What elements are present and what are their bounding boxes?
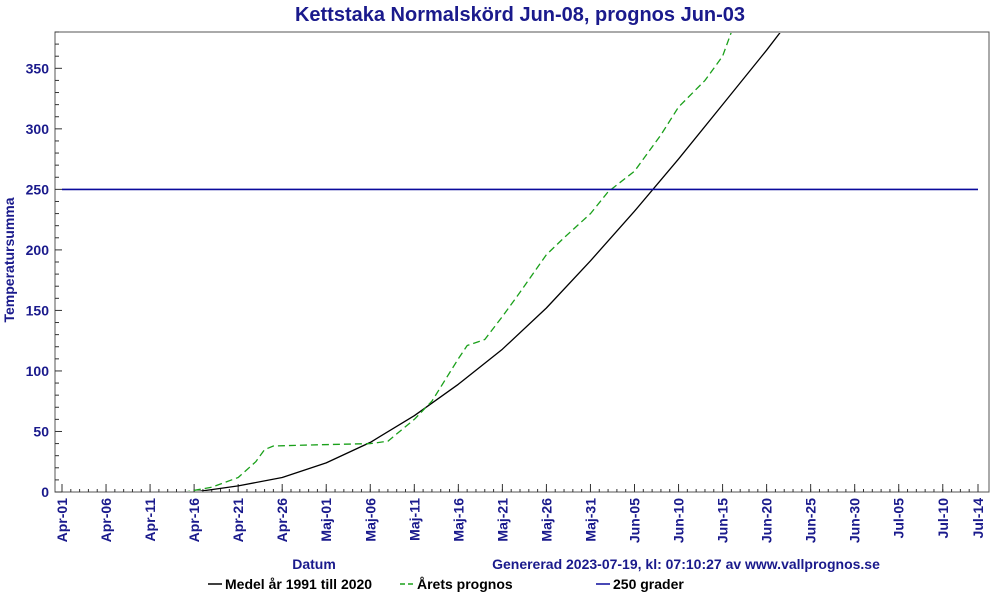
x-tick-label: Apr-21 [230, 498, 246, 543]
legend-item-mean: Medel år 1991 till 2020 [208, 576, 372, 592]
mean-line [196, 33, 781, 491]
x-tick-label: Jun-10 [671, 498, 687, 543]
legend-label: 250 grader [613, 576, 684, 592]
x-tick-label: Maj-26 [538, 498, 554, 542]
x-tick-label: Jun-05 [627, 498, 643, 543]
y-tick-label: 50 [33, 423, 49, 439]
y-tick-label: 300 [26, 121, 50, 137]
x-axis: Apr-01 Apr-06 Apr-11 Apr-16 Apr-21 Apr-26 Maj-… [54, 484, 986, 543]
series-layer [62, 33, 978, 491]
legend: Medel år 1991 till 2020 Årets prognos 250 … [208, 576, 684, 592]
x-tick-label: Maj-16 [450, 498, 466, 542]
x-tick-label: Maj-06 [362, 498, 378, 542]
y-tick-label: 200 [26, 242, 50, 258]
x-tick-label: Jun-30 [847, 498, 863, 543]
x-tick-label: Maj-31 [582, 498, 598, 542]
x-tick-label: Apr-16 [186, 498, 202, 543]
x-axis-label: Datum [292, 556, 336, 572]
x-tick-label: Apr-11 [142, 498, 158, 542]
x-tick-label: Maj-01 [318, 498, 334, 542]
legend-item-forecast: Årets prognos [400, 576, 513, 592]
y-axis-label: Temperatursumma [1, 197, 17, 322]
y-tick-label: 0 [41, 484, 49, 500]
chart-title: Kettstaka Normalskörd Jun-08, prognos Ju… [295, 4, 745, 26]
x-tick-label: Maj-21 [494, 498, 510, 542]
credit-text: Genererad 2023-07-19, kl: 07:10:27 av ww… [492, 556, 880, 572]
x-tick-label: Jul-10 [935, 498, 951, 539]
x-tick-label: Jun-25 [803, 498, 819, 543]
x-tick-label: Apr-01 [54, 498, 70, 543]
forecast-line [187, 33, 732, 491]
y-tick-label: 100 [26, 363, 50, 379]
x-tick-label: Apr-26 [274, 498, 290, 543]
x-tick-label: Jun-20 [759, 498, 775, 543]
legend-label: Årets prognos [417, 576, 513, 592]
legend-label: Medel år 1991 till 2020 [225, 576, 372, 592]
y-tick-label: 150 [26, 302, 50, 318]
x-tick-label: Apr-06 [98, 498, 114, 543]
y-tick-label: 350 [26, 60, 50, 76]
x-tick-label: Maj-11 [406, 498, 422, 541]
x-tick-label: Jun-15 [715, 498, 731, 543]
legend-item-threshold: 250 grader [596, 576, 684, 592]
x-tick-label: Jul-14 [970, 498, 986, 539]
x-tick-label: Jul-05 [891, 498, 907, 539]
y-axis: 0 50 100 150 200 250 300 350 [26, 31, 62, 500]
y-tick-label: 250 [26, 181, 50, 197]
